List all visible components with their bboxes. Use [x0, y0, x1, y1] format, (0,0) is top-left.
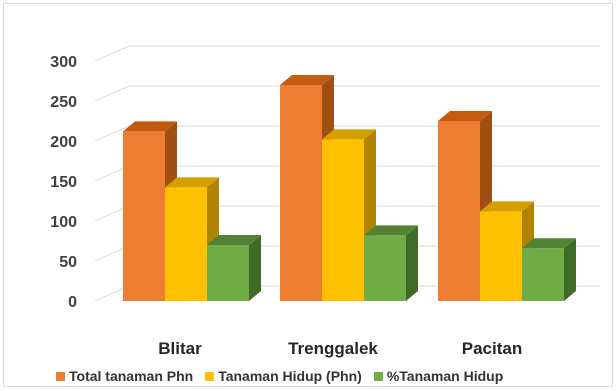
bar-top: [123, 121, 177, 132]
legend-label-hidup: Tanaman Hidup (Phn): [218, 368, 362, 384]
legend-swatch-hidup: [205, 371, 215, 381]
bar-front: [364, 235, 406, 301]
legend-swatch-total: [56, 371, 65, 381]
bar-top: [364, 225, 418, 236]
y-tick-label: 200: [50, 134, 77, 151]
y-tick-label: 250: [50, 94, 77, 111]
legend-label-total: Total tanaman Phn: [69, 368, 194, 384]
legend-label-percent: %Tanaman Hidup: [386, 368, 504, 384]
bar-top: [207, 235, 261, 245]
legend-item-total: Total tanaman Phn: [56, 368, 193, 384]
bar: [438, 111, 492, 301]
bar: [207, 235, 261, 301]
y-tick-label: 150: [50, 174, 77, 191]
legend: Total tanaman Phn Tanaman Hidup (Phn) %T…: [56, 368, 515, 384]
bar-front: [438, 121, 480, 301]
legend-swatch-percent: [373, 371, 383, 381]
bar-front: [322, 139, 364, 301]
bar-side: [406, 225, 418, 301]
bar-front: [207, 245, 249, 301]
bar-side: [564, 238, 576, 301]
bar-front: [522, 248, 564, 301]
bar: [364, 225, 418, 301]
bar: [522, 238, 576, 301]
y-tick-label: 0: [68, 294, 77, 311]
chart-frame: [3, 3, 613, 387]
y-tick-label: 50: [59, 254, 77, 271]
bars: [123, 75, 576, 302]
legend-item-percent: %Tanaman Hidup: [373, 368, 504, 384]
legend-item-hidup: Tanaman Hidup (Phn): [205, 368, 362, 384]
x-tick-label: Pacitan: [462, 339, 522, 358]
y-tick-label: 100: [50, 214, 77, 231]
bar-front: [480, 211, 522, 301]
bar-top: [522, 238, 576, 249]
bar-top: [438, 111, 492, 121]
bar-front: [165, 187, 207, 301]
bar-side: [249, 235, 261, 301]
x-tick-label: Blitar: [158, 339, 202, 358]
y-tick-label: 300: [50, 54, 77, 71]
bar-top: [165, 177, 219, 188]
bar-top: [280, 75, 334, 85]
bar-front: [280, 85, 322, 301]
bar-top: [322, 129, 376, 140]
gridline: [94, 45, 600, 62]
gridline: [94, 85, 600, 102]
bar-top: [480, 201, 534, 212]
x-axis-ticks: Blitar Trenggalek Pacitan: [158, 339, 522, 358]
x-tick-label: Trenggalek: [288, 339, 378, 358]
y-axis-ticks: 0 50 100 150 200 250 300: [50, 54, 77, 311]
bar-front: [123, 131, 165, 301]
